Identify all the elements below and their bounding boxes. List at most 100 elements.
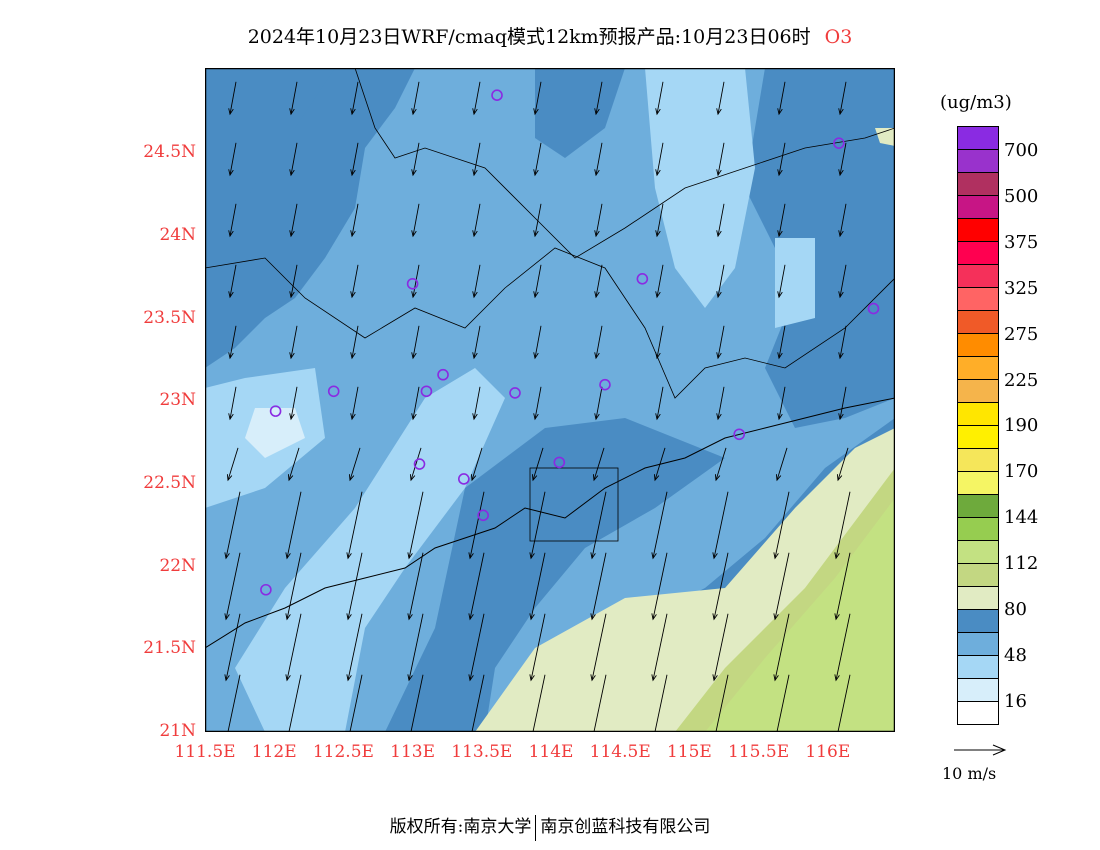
colorbar [957,126,999,725]
wind-arrow [228,81,237,116]
monitoring-station-marker [327,385,340,398]
wind-arrow [651,613,668,682]
wind-arrow [407,552,424,621]
lon-label: 116E [805,742,851,762]
wind-arrow [350,81,359,116]
monitoring-station-marker [491,89,503,102]
hong-kong-box [529,467,619,542]
wind-arrow [594,142,603,177]
colorbar-bin [958,127,998,150]
wind-arrow [350,325,359,360]
wind-arrow [533,203,542,238]
wind-arrow [411,203,420,238]
wind-arrow [716,264,725,299]
wind-arrow [594,325,603,360]
colorbar-bin [958,610,998,633]
map-frame [205,68,895,732]
wind-arrow [838,386,847,421]
wind-arrow [834,491,851,560]
wind-arrow [533,325,542,360]
colorbar-bin [958,541,998,564]
colorbar-unit: (ug/m3) [940,92,1012,113]
monitoring-station-marker [509,387,521,399]
footer: 版权所有:南京大学 南京创蓝科技有限公司 [0,812,1100,841]
colorbar-bin [958,403,998,426]
lat-label: 23.5N [143,307,196,328]
wind-arrow [651,552,668,621]
lat-label: 24N [159,224,196,245]
wind-reference-arrow [954,744,1007,756]
wind-arrow [716,203,725,238]
lon-label: 111.5E [174,742,236,762]
wind-arrow [226,447,239,482]
wind-arrow [834,552,851,621]
wind-arrow [594,264,603,299]
wind-arrow [228,264,237,299]
colorbar-bin [958,564,998,587]
colorbar-bin [958,702,998,724]
wind-arrow [348,447,361,482]
colorbar-bin [958,334,998,357]
wind-arrow [289,142,298,177]
wind-arrow [289,386,298,421]
wind-arrow [777,203,786,238]
colorbar-bin [958,265,998,288]
wind-arrow [716,142,725,177]
wind-arrow [289,81,298,116]
monitoring-station-marker [458,473,470,485]
colorbar-label: 16 [1004,690,1027,712]
colorbar-bin [958,196,998,219]
wind-arrow [470,447,483,482]
coastline [205,397,895,649]
wind-arrow [777,142,786,177]
monitoring-station-marker [437,368,449,381]
wind-arrow [289,264,298,299]
wind-arrow [285,491,302,560]
colorbar-bin [958,656,998,679]
colorbar-label: 190 [1004,415,1039,437]
wind-arrow [838,203,847,238]
wind-arrow [224,552,241,621]
monitoring-station-marker [477,509,489,522]
low-zone-pearl-river [235,368,505,732]
lon-label: 113E [390,742,436,762]
wind-arrow [838,81,847,116]
colorbar-bin [958,426,998,449]
wind-arrow [288,674,302,732]
wind-arrow [346,552,363,621]
wind-arrow [289,325,298,360]
wind-arrow [836,447,849,482]
monitoring-station-marker [636,273,649,285]
lat-label: 23N [159,390,196,411]
wind-arrow [471,674,485,732]
colorbar-label: 80 [1004,599,1027,620]
lon-label: 115.5E [728,742,790,762]
wind-arrow [837,674,851,732]
wind-arrow [472,203,481,238]
wind-arrow [838,325,847,360]
wind-arrow [533,142,542,177]
wind-arrow [716,386,725,421]
wind-arrow [411,386,420,421]
colorbar-label: 170 [1004,461,1039,483]
wind-arrow [590,491,607,560]
wind-arrow [532,674,546,732]
wind-arrow [714,447,727,482]
wind-arrow [468,613,485,682]
lat-label: 22.5N [143,472,196,493]
lowest-zone-west [245,408,305,458]
wind-arrow [346,491,363,560]
colorbar-label: 144 [1004,507,1039,529]
colorbar-label: 500 [1004,185,1039,207]
wind-arrow [407,613,424,682]
monitoring-station-marker [833,137,845,149]
wind-arrow [655,264,664,299]
monitoring-station-marker [420,385,433,398]
wind-arrow [590,613,607,682]
wind-arrow [472,264,481,299]
wind-arrow [409,447,422,482]
lat-label: 21N [159,721,196,741]
wind-arrow [472,325,481,360]
monitoring-station-marker [260,583,272,596]
wind-arrow [350,386,359,421]
